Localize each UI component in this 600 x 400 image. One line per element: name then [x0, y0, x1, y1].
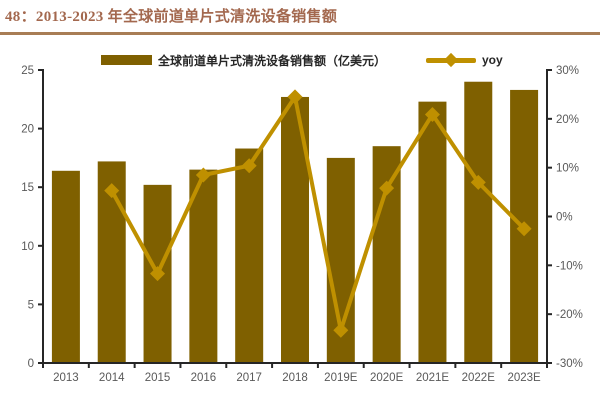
legend-item-yoy: yoy: [426, 51, 503, 69]
bar-2022E: [464, 81, 493, 363]
right-tick-label: 20%: [556, 114, 579, 126]
yoy-marker-2016: [195, 167, 211, 183]
chart-legend: 全球前道单片式清洗设备销售额（亿美元） yoy: [0, 51, 600, 69]
yoy-line: [109, 94, 527, 333]
yoy-marker-2015: [150, 266, 166, 282]
right-tick-label: 0%: [556, 212, 573, 224]
left-tick-label: 15: [21, 182, 34, 194]
x-label-2016: 2016: [191, 372, 217, 384]
right-tick-label: -30%: [556, 358, 583, 370]
bar-2021E: [418, 101, 447, 364]
left-tick-label: 5: [28, 299, 34, 311]
x-label-2020E: 2020E: [370, 372, 404, 384]
title-divider: [0, 32, 600, 35]
right-tick-label: 10%: [556, 163, 579, 175]
figure-title: 48：2013-2023 年全球前道单片式清洗设备销售额: [5, 9, 338, 25]
x-label-2021E: 2021E: [416, 372, 450, 384]
yoy-marker-2017: [241, 158, 257, 174]
right-tick-label: -20%: [556, 309, 583, 321]
legend-yoy-label: yoy: [482, 53, 503, 67]
yoy-marker-2020E: [379, 180, 395, 196]
x-label-2019E: 2019E: [324, 372, 358, 384]
bar-2017: [235, 148, 264, 363]
yoy-marker-2019E: [333, 322, 349, 338]
legend-item-sales: 全球前道单片式清洗设备销售额（亿美元）: [101, 51, 386, 69]
x-label-2022E: 2022E: [462, 372, 496, 384]
bar-2016: [189, 169, 218, 363]
x-label-2023E: 2023E: [507, 372, 541, 384]
right-tick-label: 30%: [556, 65, 579, 77]
x-label-2013: 2013: [53, 372, 79, 384]
yoy-marker-2023E: [516, 221, 532, 237]
yoy-marker-2014: [104, 183, 120, 199]
yoy-marker-2018: [287, 89, 303, 105]
x-label-2017: 2017: [236, 372, 262, 384]
right-tick-label: -10%: [556, 260, 583, 272]
legend-bar-label: 全球前道单片式清洗设备销售额（亿美元）: [158, 53, 387, 68]
legend-line-swatch: [426, 52, 476, 68]
x-label-2018: 2018: [282, 372, 308, 384]
bar-2013: [51, 170, 80, 363]
x-label-2014: 2014: [99, 372, 125, 384]
yoy-marker-2022E: [470, 174, 486, 190]
left-tick-label: 0: [28, 358, 34, 370]
left-tick-label: 20: [21, 124, 34, 136]
yoy-marker-2021E: [424, 106, 440, 122]
x-label-2015: 2015: [145, 372, 171, 384]
legend-bar-swatch: [101, 55, 152, 65]
left-tick-label: 25: [21, 65, 34, 77]
left-tick-label: 10: [21, 241, 34, 253]
bar-2020E: [372, 146, 401, 363]
